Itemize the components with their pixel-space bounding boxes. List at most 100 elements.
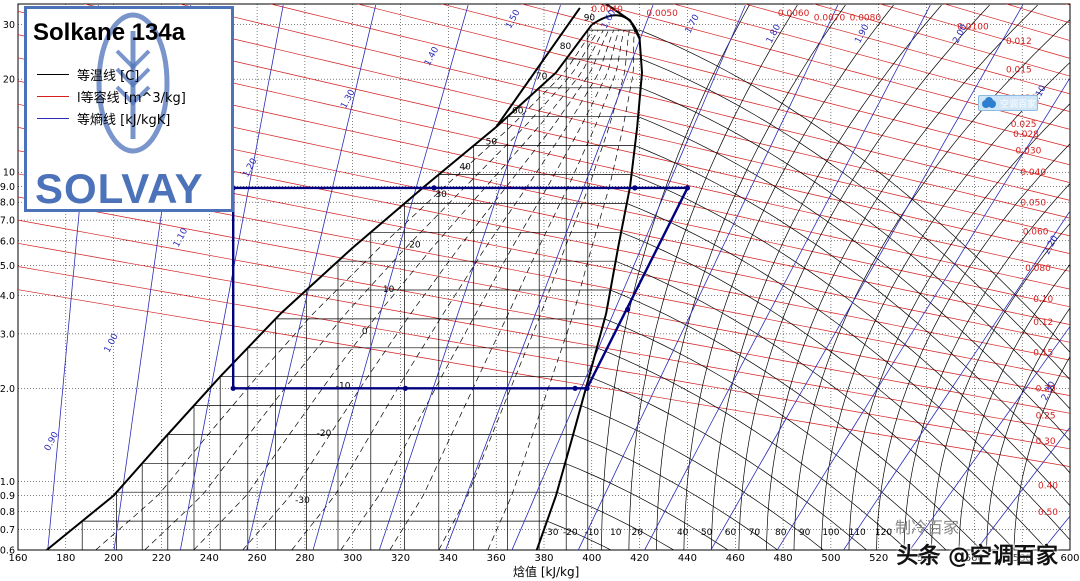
x-tick-label: 320 — [391, 553, 410, 564]
legend-box: Solkane 134a 等温线 [C] l等容线 [m^3/kg] 等熵线 [… — [24, 6, 234, 212]
isotherm-label: 30 — [435, 190, 447, 200]
x-tick-label: 220 — [152, 553, 171, 564]
x-tick-label: 460 — [726, 553, 745, 564]
cycle-point — [632, 185, 637, 190]
watermark-small: 制冷百家 — [895, 514, 959, 538]
x-tick-label: 180 — [56, 553, 75, 564]
isotherm-label: 40 — [677, 528, 689, 538]
isotherm-label: 110 — [849, 528, 866, 538]
isochore-label: 0.0070 — [814, 13, 846, 23]
isochore-swatch — [37, 96, 69, 97]
isochore-label: 0.12 — [1033, 318, 1053, 328]
isochore-label: 0.025 — [1011, 120, 1037, 130]
isotherm-label: 50 — [701, 528, 713, 538]
y-tick-label: 5.0 — [0, 261, 15, 272]
isotherm-label: 120 — [875, 528, 892, 538]
y-tick-label: 10 — [3, 168, 15, 179]
isotherm-label: -30 — [544, 528, 559, 538]
x-tick-label: 480 — [774, 553, 793, 564]
isotherm-label: 10 — [610, 528, 622, 538]
y-tick-label: 6.0 — [0, 236, 15, 247]
isotherm-label: 10 — [383, 285, 395, 295]
isochore-label: 0.030 — [1016, 146, 1042, 156]
x-tick-label: 280 — [295, 553, 314, 564]
isochore-label: 0.080 — [1025, 264, 1051, 274]
isotherm-label: -10 — [336, 381, 351, 391]
watermark: 头条 @空调百家 — [896, 538, 1058, 570]
isotherm-label: 80 — [560, 42, 572, 52]
y-tick-label: 2.0 — [0, 384, 15, 395]
y-tick-label: 20 — [3, 75, 15, 86]
legend-entry-isentrope: 等熵线 [kJ/kgK] — [37, 109, 170, 128]
y-tick-label: 3.0 — [0, 329, 15, 340]
isotherm-label: 60 — [725, 528, 737, 538]
isotherm-label: 100 — [822, 528, 839, 538]
isotherm-label: 40 — [459, 163, 471, 173]
x-tick-label: 300 — [343, 553, 362, 564]
isochore-label: 0.015 — [1006, 66, 1032, 76]
legend-label-isochore: l等容线 [m^3/kg] — [77, 87, 186, 106]
x-tick-label: 240 — [200, 553, 219, 564]
x-tick-label: 420 — [630, 553, 649, 564]
isochore-label: 0.0050 — [646, 9, 678, 19]
y-tick-label: 30 — [3, 20, 15, 31]
isotherm-label: 80 — [775, 528, 787, 538]
isotherm-label: 20 — [409, 241, 421, 251]
isotherm-label: -20 — [317, 429, 332, 439]
chart-title: Solkane 134a — [33, 19, 185, 47]
isotherm-label: 50 — [486, 137, 498, 147]
legend-entry-isotherm: 等温线 [C] — [37, 65, 139, 84]
y-tick-label: 9.0 — [0, 182, 15, 193]
isochore-label: 0.40 — [1038, 481, 1058, 491]
isotherm-label: -20 — [563, 528, 578, 538]
y-tick-label: 4.0 — [0, 291, 15, 302]
isochore-label: 0.50 — [1038, 508, 1058, 518]
cycle-point — [231, 386, 236, 391]
isotherm-label: 70 — [536, 72, 548, 82]
x-tick-label: 260 — [248, 553, 267, 564]
x-tick-label: 600 — [1060, 553, 1079, 564]
legend-entry-isochore: l等容线 [m^3/kg] — [37, 87, 186, 106]
isotherm-label: -10 — [584, 528, 599, 538]
cycle-point — [572, 386, 577, 391]
cycle-point — [403, 386, 408, 391]
x-tick-label: 360 — [487, 553, 506, 564]
badge-text: 空调百家 — [1000, 97, 1036, 110]
isochore-label: 0.25 — [1036, 411, 1056, 421]
x-tick-label: 200 — [104, 553, 123, 564]
isochore-label: 0.15 — [1033, 349, 1053, 359]
y-tick-label: 0.6 — [0, 546, 15, 557]
isentrope-swatch — [37, 118, 69, 119]
y-tick-label: 0.9 — [0, 491, 15, 502]
x-tick-label: 400 — [582, 553, 601, 564]
cycle-point — [625, 307, 630, 312]
isotherm-swatch — [37, 74, 69, 75]
legend-label-isentrope: 等熵线 [kJ/kgK] — [77, 109, 170, 128]
isochore-label: 0.040 — [1020, 168, 1046, 178]
share-badge[interactable]: 空调百家 — [978, 95, 1038, 111]
legend-label-isotherm: 等温线 [C] — [77, 65, 139, 84]
isochore-label: 0.028 — [1013, 130, 1039, 140]
y-tick-label: 1.0 — [0, 477, 15, 488]
brand-logo-text: SOLVAY — [35, 165, 204, 213]
x-tick-label: 520 — [869, 553, 888, 564]
isochore-label: 0.30 — [1036, 437, 1056, 447]
cloud-icon — [981, 97, 997, 109]
cycle-point — [584, 386, 589, 391]
isochore-label: 0.0080 — [850, 13, 882, 23]
x-axis-label: 焓值 [kJ/kg] — [513, 563, 579, 580]
y-tick-label: 0.8 — [0, 507, 15, 518]
isotherm-label: 90 — [799, 528, 811, 538]
cycle-point — [685, 185, 690, 190]
isotherm-label: 20 — [632, 528, 644, 538]
isotherm-label: -30 — [295, 496, 310, 506]
x-tick-label: 500 — [821, 553, 840, 564]
x-tick-label: 340 — [439, 553, 458, 564]
y-tick-label: 8.0 — [0, 198, 15, 209]
isochore-label: 0.050 — [1020, 199, 1046, 209]
isochore-label: 0.060 — [1023, 227, 1049, 237]
isochore-label: 0.012 — [1006, 37, 1032, 47]
isotherm-label: 70 — [749, 528, 761, 538]
isochore-label: 0.10 — [1033, 295, 1053, 305]
isotherm-label: 60 — [512, 106, 524, 116]
